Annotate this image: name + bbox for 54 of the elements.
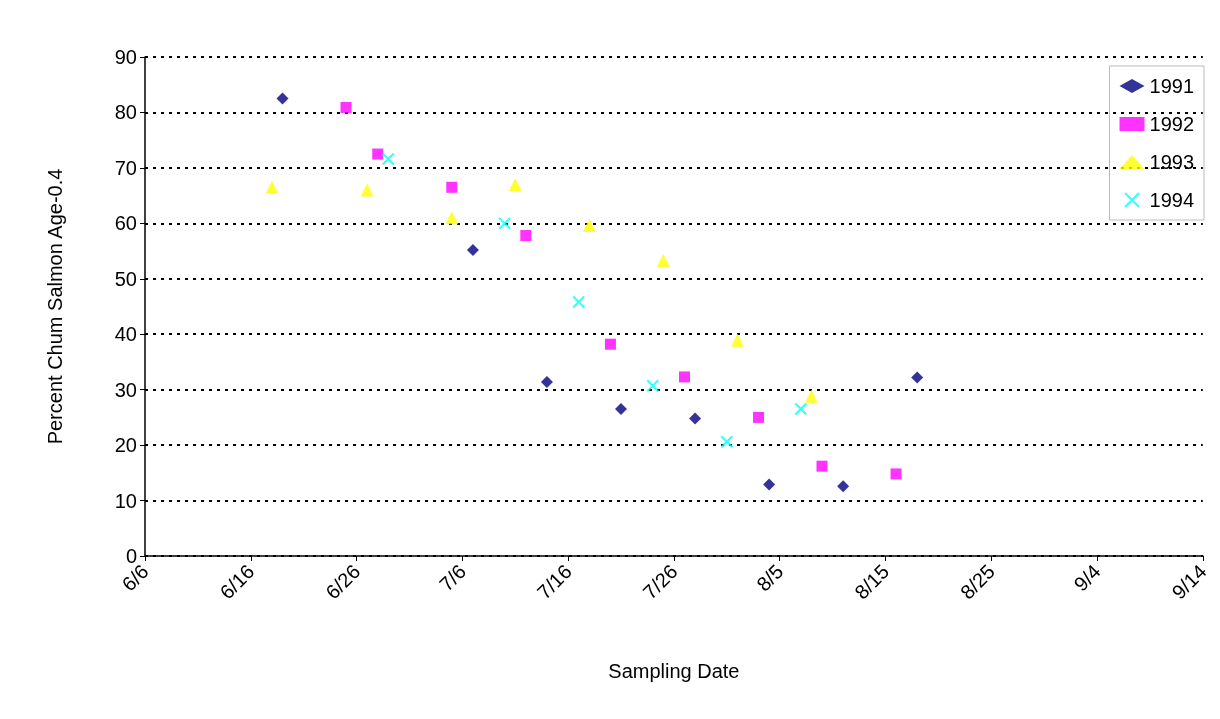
point [582,219,596,233]
point [689,412,702,425]
x-tick-label: 7/26 [638,560,682,604]
legend-label: 1991 [1149,75,1195,97]
point [540,375,553,388]
point [763,478,776,491]
point [890,468,902,480]
point [572,295,586,309]
y-axis-title: Percent Chum Salmon Age-0.4 [44,168,66,445]
point [340,101,352,113]
legend-label: 1992 [1149,113,1195,135]
y-tick-label: 0 [125,545,137,567]
x-tick-label: 6/16 [215,560,259,604]
y-tick-label: 30 [114,378,137,401]
point [615,403,628,416]
point [720,435,734,449]
point [753,411,765,423]
point [837,480,850,493]
y-tick-label: 90 [114,46,137,68]
point [360,183,374,197]
point [646,379,660,393]
x-tick-label: 8/5 [752,560,788,596]
point [520,230,532,242]
x-tick-label: 9/4 [1069,560,1105,596]
x-tick-label: 6/26 [321,560,365,604]
point [804,389,818,403]
point [381,152,395,166]
point [466,243,479,256]
legend-label: 1994 [1149,189,1195,211]
x-axis-title: Sampling Date [608,660,740,682]
y-tick-label: 80 [114,101,137,124]
point [445,211,459,225]
point [678,371,690,383]
y-tick-label: 70 [114,156,137,179]
point [498,216,512,230]
point [265,180,279,194]
point [604,338,616,350]
point [911,371,924,384]
y-tick-label: 10 [114,489,137,512]
x-tick-label: 7/6 [434,560,471,596]
point [730,333,744,347]
point [276,92,289,105]
y-tick-label: 50 [114,267,137,290]
y-tick-label: 40 [114,323,137,346]
x-tick-label: 9/14 [1167,560,1211,604]
point [656,253,670,267]
y-tick-label: 60 [114,212,137,235]
point [446,181,458,193]
point [816,460,828,472]
point [508,178,522,192]
x-tick-label: 7/16 [532,560,576,604]
y-tick-label: 20 [114,434,137,457]
point [794,402,808,416]
point [372,148,384,160]
